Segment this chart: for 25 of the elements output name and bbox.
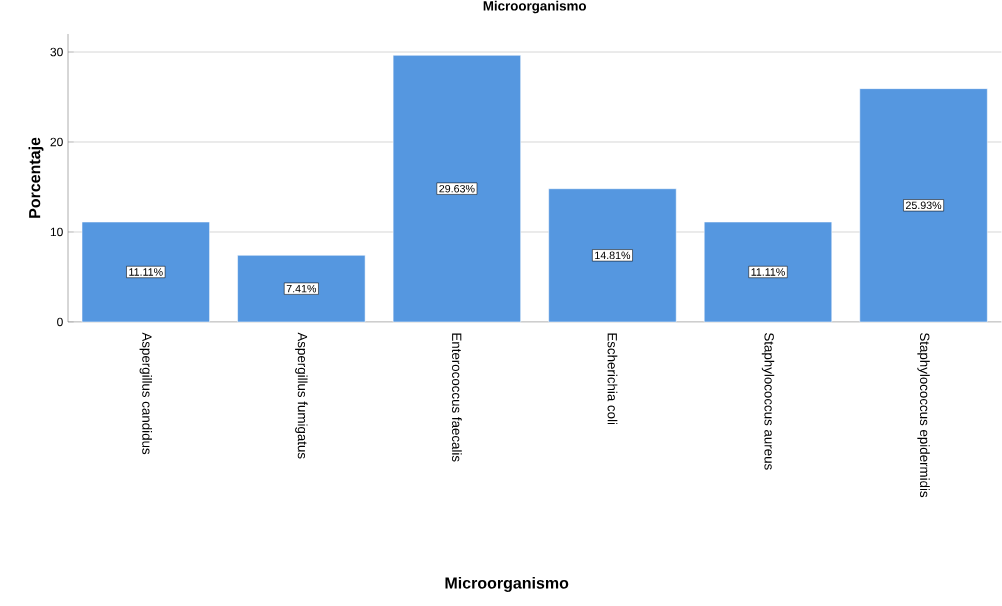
bar [703,221,833,323]
data-label: 29.63% [439,184,475,193]
x-tick-label: Staphylococcus epidermidis [917,333,930,498]
x-tick-label: Aspergillus fumigatus [295,332,308,459]
bar [392,55,521,323]
x-tick-label: Staphylococcus aureus [761,333,775,470]
x-tick-label: Escherichia coli [607,333,618,425]
y-tick-label: 20 [50,137,63,147]
data-label: 25.93% [906,201,942,210]
bar [81,221,210,323]
y-tick-label: 30 [50,47,63,57]
x-tick-label: Aspergillus candidus [139,332,152,455]
y-tick-label: 0 [57,317,63,327]
x-tick-label: Enterococcus faecalis [452,333,462,462]
chart-title: Microorganismo [483,0,587,14]
data-label: 14.81% [595,251,631,260]
bar [237,255,366,323]
y-tick-label: 10 [50,227,63,237]
data-label: 11.11% [751,268,785,276]
x-axis-title: Microorganismo [445,576,569,592]
data-label: 11.11% [129,268,163,276]
bar [548,188,677,323]
bar [859,88,988,323]
y-axis-title: Porcentaje [28,137,44,218]
data-label: 7.41% [286,284,317,293]
